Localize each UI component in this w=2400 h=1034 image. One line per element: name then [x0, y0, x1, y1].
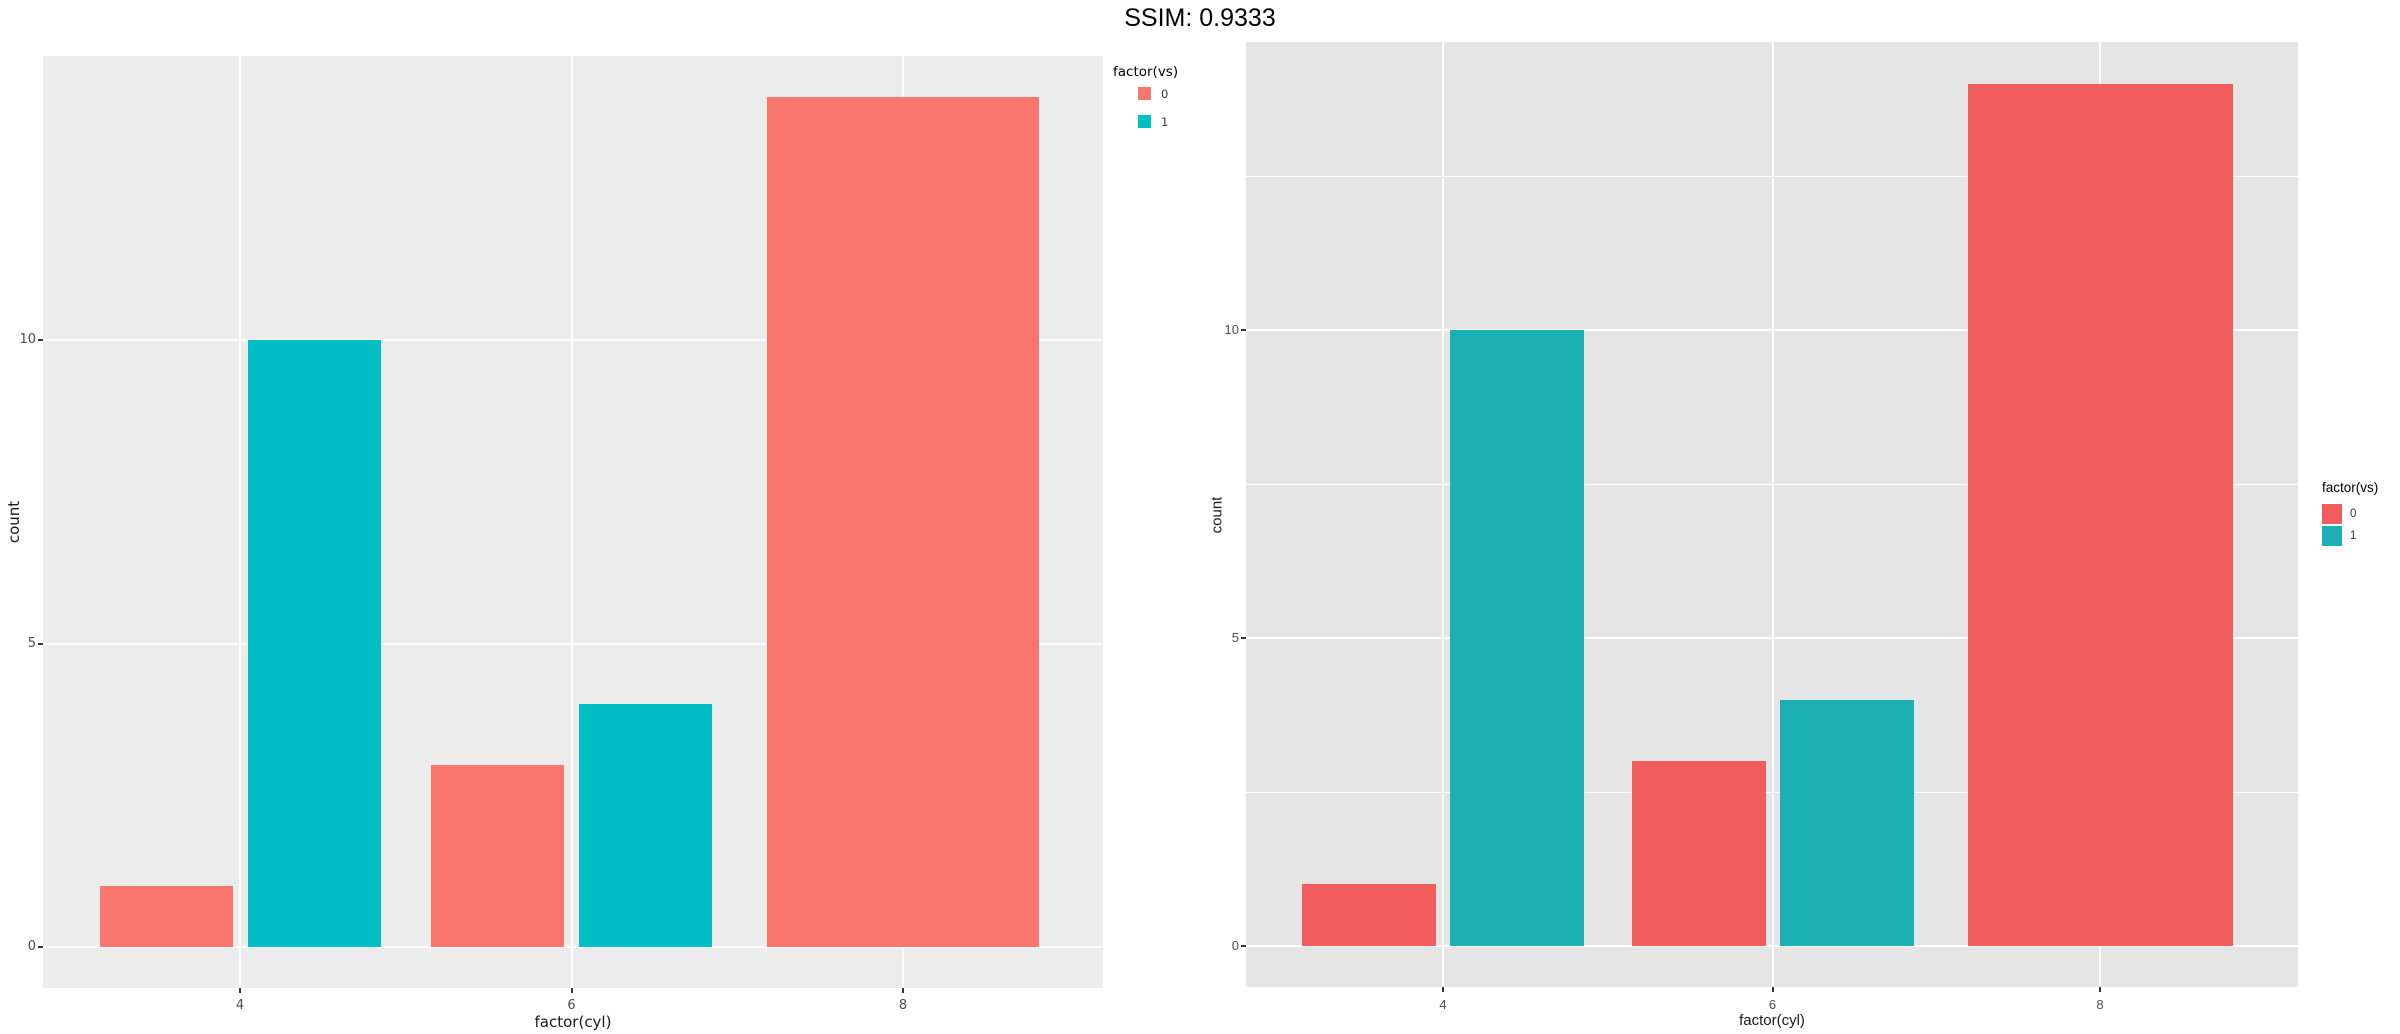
legend-key-vs1 [2322, 526, 2342, 546]
y-tick-mark [1241, 637, 1246, 639]
x-gridline [239, 56, 241, 988]
bar-cyl4-vs1 [1450, 330, 1584, 946]
y-tick-label: 5 [27, 635, 36, 651]
bar-cyl6-vs0 [431, 764, 564, 947]
x-gridline [1442, 42, 1444, 987]
legend-label: 1 [2350, 530, 2357, 542]
bar-cyl6-vs1 [1779, 699, 1914, 946]
y-tick-mark [38, 946, 43, 948]
x-tick-mark [239, 988, 241, 993]
legend-label: 1 [1161, 114, 1169, 129]
y-tick-mark [1241, 329, 1246, 331]
legend-key-vs0 [2322, 504, 2342, 524]
x-gridline [570, 56, 573, 988]
figure-title: SSIM: 0.9333 [1124, 4, 1276, 32]
legend-title: factor(vs) [2322, 480, 2379, 495]
x-tick-mark [1442, 987, 1444, 992]
x-gridline [1771, 42, 1774, 987]
y-tick-label: 10 [19, 332, 36, 347]
y-tick-label: 0 [1231, 938, 1239, 953]
legend-key-vs1 [1138, 115, 1151, 128]
bar-cyl4-vs0 [1302, 884, 1436, 946]
x-tick-label: 8 [898, 998, 908, 1013]
x-tick-label: 4 [235, 998, 245, 1013]
x-tick-label: 6 [567, 998, 576, 1013]
y-tick-label: 10 [1224, 322, 1239, 337]
bar-cyl4-vs0 [99, 886, 233, 947]
y-tick-label: 0 [27, 939, 36, 954]
legend-label: 0 [1161, 86, 1169, 101]
legend-title: factor(vs) [1113, 64, 1179, 80]
legend-key-vs0 [1138, 87, 1151, 100]
y-gridline-major [43, 642, 1103, 645]
x-tick-label: 4 [1439, 997, 1447, 1012]
x-tick-mark [1771, 987, 1774, 992]
y-gridline-major [43, 339, 1103, 341]
x-tick-label: 8 [2096, 997, 2104, 1012]
bar-cyl8-vs0 [767, 97, 1039, 947]
x-axis-title: factor(cyl) [1739, 1012, 1805, 1029]
bar-cyl6-vs0 [1631, 761, 1766, 946]
x-tick-mark [2099, 987, 2101, 992]
y-tick-label: 5 [1231, 630, 1239, 645]
y-axis-title: count [1208, 496, 1226, 533]
x-axis-title: factor(cyl) [534, 1013, 612, 1031]
y-tick-mark [38, 339, 43, 341]
y-tick-mark [1241, 945, 1246, 947]
x-tick-mark [902, 988, 904, 993]
x-tick-mark [570, 988, 573, 993]
y-gridline-major [43, 946, 1103, 948]
legend-label: 0 [2350, 508, 2357, 520]
bar-cyl8-vs0 [1967, 83, 2233, 946]
bar-cyl6-vs1 [579, 704, 712, 947]
y-tick-mark [38, 642, 43, 645]
bar-cyl4-vs1 [247, 340, 381, 947]
x-tick-label: 6 [1768, 997, 1777, 1012]
